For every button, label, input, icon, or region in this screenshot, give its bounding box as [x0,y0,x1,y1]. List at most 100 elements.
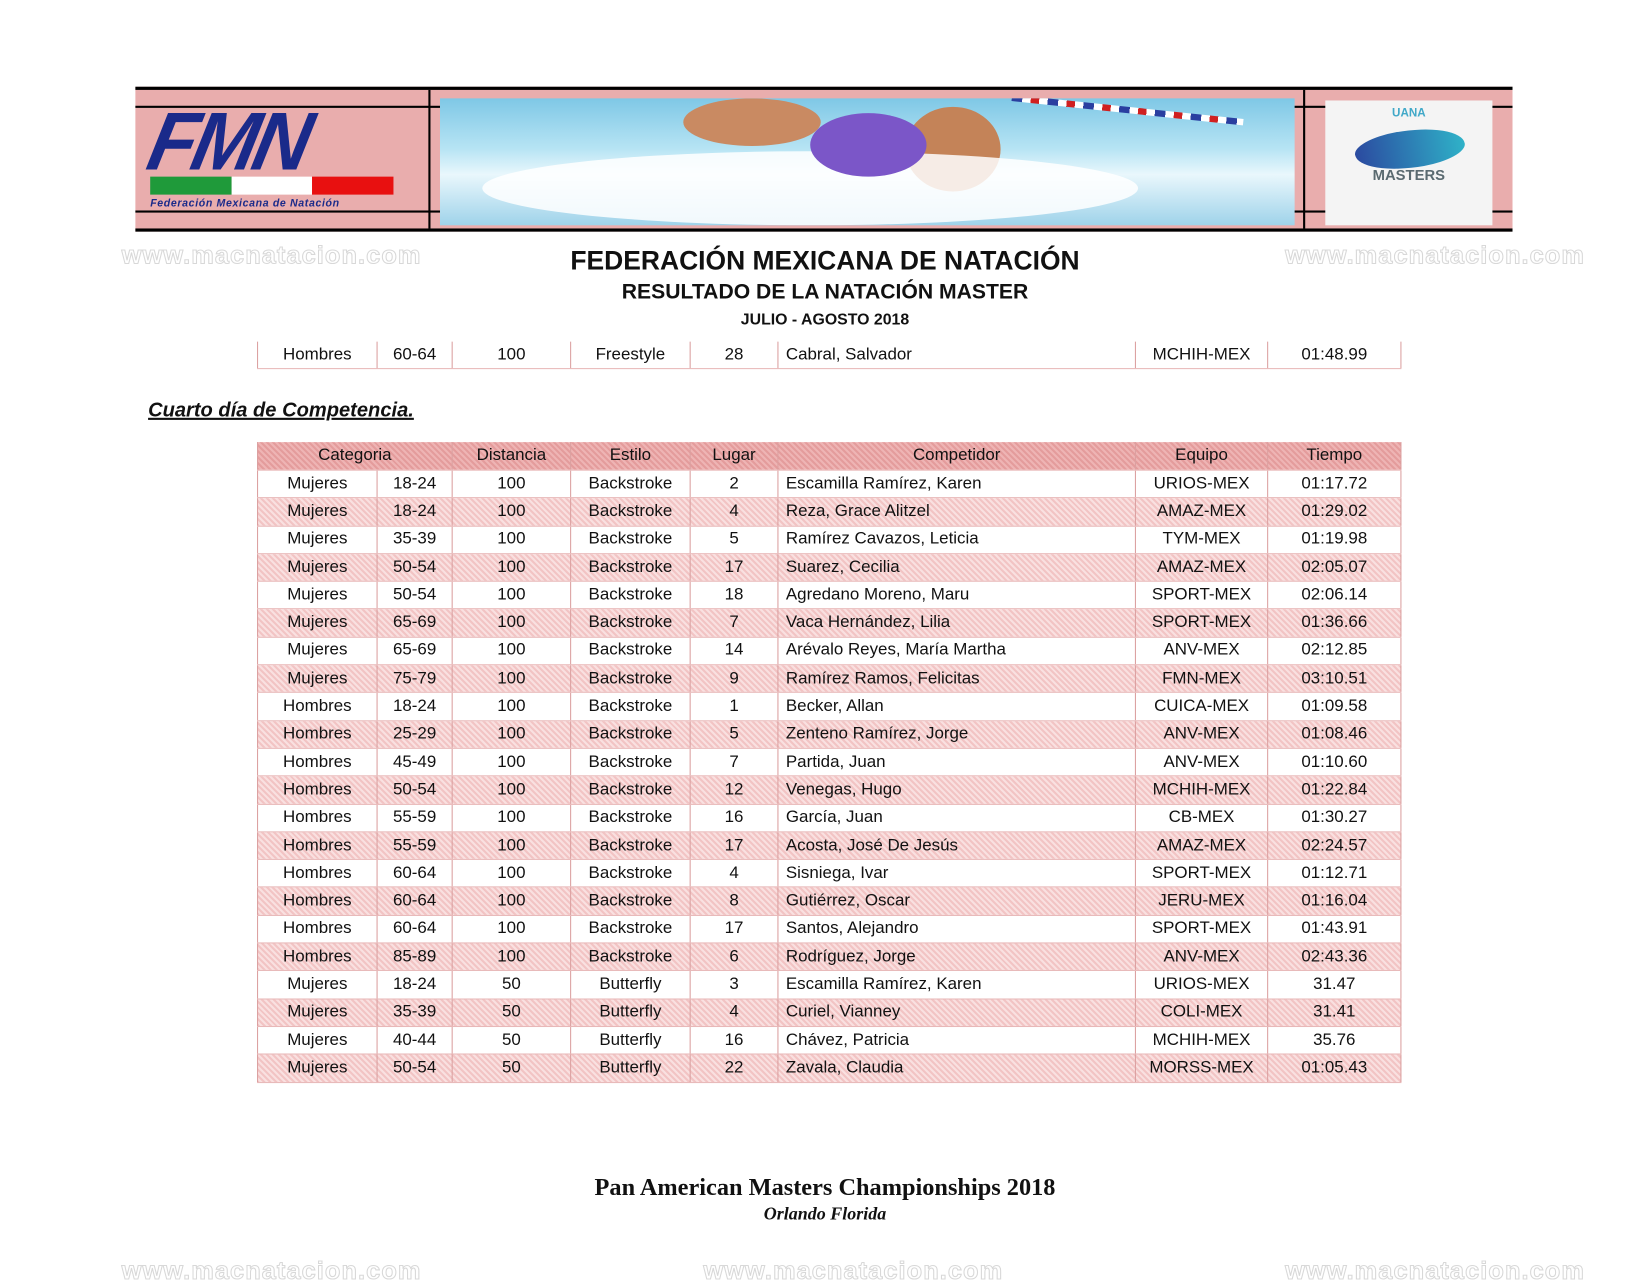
cell-gender: Mujeres [257,581,377,609]
cell-style: Backstroke [570,915,690,943]
cell-time: 01:29.02 [1267,498,1402,526]
cell-distance: 100 [451,609,570,637]
cell-time: 01:36.66 [1267,609,1402,637]
cell-time: 02:06.14 [1267,581,1402,609]
cell-team: SPORT-MEX [1134,860,1267,887]
cell-distance: 100 [451,341,570,369]
cell-gender: Hombres [257,776,377,804]
cell-competitor: Venegas, Hugo [777,776,1135,804]
cell-competitor: Arévalo Reyes, María Martha [777,637,1135,665]
cell-time: 03:10.51 [1267,665,1402,693]
cell-age-group: 18-24 [376,693,452,720]
cell-age-group: 45-49 [376,748,452,776]
table-row: Mujeres 50-54 50 Butterfly 22 Zavala, Claudia… [257,1054,1402,1083]
watermark: www.macnatacion.com [1285,1256,1585,1286]
cell-competitor: Rodríguez, Jorge [777,943,1135,971]
cell-place: 16 [689,804,778,832]
cell-time: 01:09.58 [1267,693,1402,720]
cell-distance: 100 [451,748,570,776]
cell-age-group: 25-29 [376,721,452,748]
cell-age-group: 35-39 [376,526,452,554]
cell-competitor: Chávez, Patricia [777,1026,1135,1054]
header-banner: FMN Federación Mexicana de Natación UANA… [135,86,1513,232]
carry-over-row-table: Hombres 60-64 100 Freestyle 28 Cabral, Salvad… [257,341,1402,370]
cell-age-group: 55-59 [376,804,452,832]
table-row: Mujeres 65-69 100 Backstroke 7 Vaca Hernández… [257,609,1402,638]
masters-championship-logo: UANA MASTERS [1325,100,1493,226]
cell-team: COLI-MEX [1134,999,1267,1026]
column-header: Competidor [777,442,1135,470]
cell-gender: Hombres [257,341,377,369]
cell-style: Backstroke [570,721,690,748]
cell-place: 9 [689,665,778,693]
table-row: Mujeres 50-54 100 Backstroke 18 Agredano More… [257,581,1402,610]
cell-place: 7 [689,748,778,776]
cell-time: 01:17.72 [1267,470,1402,498]
cell-gender: Mujeres [257,999,377,1026]
cell-distance: 100 [451,721,570,748]
cell-age-group: 60-64 [376,341,452,369]
cell-competitor: Partida, Juan [777,748,1135,776]
cell-time: 02:05.07 [1267,554,1402,581]
cell-place: 4 [689,999,778,1026]
cell-style: Butterfly [570,971,690,999]
table-row: Mujeres 18-24 50 Butterfly 3 Escamilla Ramíre… [257,971,1402,1000]
report-date: JULIO - AGOSTO 2018 [740,310,910,329]
cell-competitor: Reza, Grace Alitzel [777,498,1135,526]
cell-competitor: Ramírez Cavazos, Leticia [777,526,1135,554]
cell-team: URIOS-MEX [1134,971,1267,999]
table-row: Hombres 45-49 100 Backstroke 7 Partida, Juan A… [257,748,1402,777]
cell-age-group: 18-24 [376,470,452,498]
cell-gender: Mujeres [257,554,377,581]
cell-place: 12 [689,776,778,804]
cell-place: 8 [689,887,778,915]
cell-place: 4 [689,860,778,887]
cell-team: MORSS-MEX [1134,1054,1267,1082]
cell-place: 17 [689,915,778,943]
cell-style: Butterfly [570,1026,690,1054]
cell-team: JERU-MEX [1134,887,1267,915]
cell-age-group: 85-89 [376,943,452,971]
cell-style: Backstroke [570,526,690,554]
column-header: Lugar [689,442,778,470]
cell-style: Backstroke [570,860,690,887]
cell-place: 17 [689,832,778,860]
cell-style: Backstroke [570,498,690,526]
cell-competitor: Sisniega, Ivar [777,860,1135,887]
cell-time: 01:19.98 [1267,526,1402,554]
cell-age-group: 75-79 [376,665,452,693]
cell-distance: 100 [451,498,570,526]
cell-gender: Hombres [257,887,377,915]
cell-gender: Mujeres [257,637,377,665]
cell-team: CUICA-MEX [1134,693,1267,720]
cell-team: ANV-MEX [1134,637,1267,665]
cell-distance: 100 [451,526,570,554]
cell-team: ANV-MEX [1134,943,1267,971]
cell-style: Butterfly [570,1054,690,1082]
cell-competitor: Ramírez Ramos, Felicitas [777,665,1135,693]
cell-distance: 100 [451,581,570,609]
column-header: Equipo [1134,442,1267,470]
table-row: Hombres 55-59 100 Backstroke 16 García, Juan C… [257,804,1402,833]
cell-distance: 50 [451,1026,570,1054]
cell-team: FMN-MEX [1134,665,1267,693]
cell-competitor: Vaca Hernández, Lilia [777,609,1135,637]
cell-competitor: Santos, Alejandro [777,915,1135,943]
cell-time: 02:24.57 [1267,832,1402,860]
cell-team: MCHIH-MEX [1134,1026,1267,1054]
cell-place: 5 [689,526,778,554]
cell-age-group: 60-64 [376,887,452,915]
cell-competitor: Curiel, Vianney [777,999,1135,1026]
cell-competitor: Zenteno Ramírez, Jorge [777,721,1135,748]
cell-distance: 100 [451,887,570,915]
table-row: Hombres 60-64 100 Backstroke 8 Gutiérrez, Osc… [257,887,1402,916]
column-header: Distancia [451,442,570,470]
cell-team: AMAZ-MEX [1134,832,1267,860]
cell-place: 6 [689,943,778,971]
cell-team: AMAZ-MEX [1134,498,1267,526]
divider [1303,89,1306,229]
cell-age-group: 35-39 [376,999,452,1026]
cell-gender: Hombres [257,748,377,776]
cell-distance: 100 [451,943,570,971]
table-header: Categoria Distancia Estilo Lugar Competi… [257,442,1402,471]
